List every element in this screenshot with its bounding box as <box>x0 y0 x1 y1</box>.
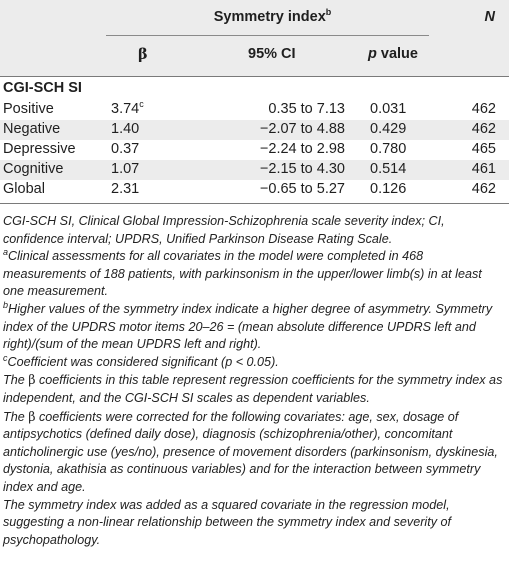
row-p-value: 0.780 <box>370 141 407 157</box>
covariates-note-prefix: The <box>3 409 29 424</box>
symmetry-index-header: Symmetry indexb <box>160 7 385 25</box>
footnote-a-mark: a <box>3 247 9 257</box>
table-row: Global 2.31 −0.65 to 5.27 0.126 462 <box>0 180 509 200</box>
row-beta: 3.74c <box>111 99 144 117</box>
covariates-note-text: coefficients were corrected for the foll… <box>3 409 498 494</box>
row-label: Negative <box>3 121 61 137</box>
footnote-b: bHigher values of the symmetry index ind… <box>3 299 503 354</box>
beta-column-header: β <box>138 46 148 63</box>
beta-coefficients-note: The β coefficients in this table represe… <box>3 371 503 407</box>
row-n: 461 <box>471 161 496 177</box>
row-p-value: 0.126 <box>370 181 407 197</box>
symmetry-index-header-text: Symmetry index <box>213 9 326 25</box>
table-header: Symmetry indexb N β 95% CI p value <box>0 0 509 76</box>
footnote-b-mark: b <box>3 299 9 310</box>
row-n: 462 <box>471 101 496 117</box>
p-value-header-rest: value <box>376 46 418 62</box>
header-bottom-rule <box>0 76 509 77</box>
table-footnotes: CGI-SCH SI, Clinical Global Impression-S… <box>3 213 503 549</box>
table-row: Positive 3.74c 0.35 to 7.13 0.031 462 <box>0 100 509 120</box>
row-p-value: 0.031 <box>370 101 407 117</box>
beta-note-prefix: The <box>3 373 29 388</box>
row-beta: 1.07 <box>111 161 140 177</box>
n-column-header: N <box>484 9 495 25</box>
beta-symbol: β <box>28 408 36 424</box>
row-ci: −2.15 to 4.30 <box>259 161 345 177</box>
covariates-note: The β coefficients were corrected for th… <box>3 408 503 497</box>
row-beta-value: 3.74 <box>111 101 140 117</box>
row-beta-footnote-mark: c <box>139 99 144 110</box>
squared-covariate-note: The symmetry index was added as a square… <box>3 497 452 547</box>
row-n: 465 <box>471 141 496 157</box>
ci-column-header: 95% CI <box>248 46 296 62</box>
group-header-rule <box>106 35 429 36</box>
beta-note-text: coefficients in this table represent reg… <box>3 373 503 405</box>
table-bottom-rule <box>0 203 509 204</box>
p-value-column-header: p value <box>368 46 418 62</box>
footnote-b-text: Higher values of the symmetry index indi… <box>3 301 493 352</box>
row-beta: 0.37 <box>111 141 140 157</box>
row-n: 462 <box>471 121 496 137</box>
footnote-c: cCoefficient was considered significant … <box>3 352 503 372</box>
footnote-c-text: Coefficient was considered significant (… <box>7 354 279 369</box>
row-ci: −0.65 to 5.27 <box>259 181 345 197</box>
row-p-value: 0.429 <box>370 121 407 137</box>
table-row: Cognitive 1.07 −2.15 to 4.30 0.514 461 <box>0 160 509 180</box>
table-row: Depressive 0.37 −2.24 to 2.98 0.780 465 <box>0 140 509 160</box>
row-ci: −2.24 to 2.98 <box>259 141 345 157</box>
abbreviations-note: CGI-SCH SI, Clinical Global Impression-S… <box>3 214 445 246</box>
symmetry-index-footnote-mark: b <box>325 7 332 18</box>
section-title: CGI-SCH SI <box>3 80 82 96</box>
row-ci: 0.35 to 7.13 <box>268 101 345 117</box>
row-ci: −2.07 to 4.88 <box>259 121 345 137</box>
footnote-c-mark: c <box>3 352 8 363</box>
row-label: Positive <box>3 101 54 117</box>
p-value-header-italic: p <box>368 46 377 62</box>
row-label: Global <box>3 181 45 197</box>
row-label: Cognitive <box>3 161 64 177</box>
beta-symbol: β <box>28 372 36 388</box>
footnote-a: aClinical assessments for all covariates… <box>3 248 503 301</box>
row-n: 462 <box>471 181 496 197</box>
table-row: Negative 1.40 −2.07 to 4.88 0.429 462 <box>0 120 509 140</box>
footnote-a-text: Clinical assessments for all covariates … <box>3 249 482 299</box>
row-beta: 1.40 <box>111 121 140 137</box>
row-p-value: 0.514 <box>370 161 407 177</box>
row-beta: 2.31 <box>111 181 140 197</box>
row-label: Depressive <box>3 141 76 157</box>
